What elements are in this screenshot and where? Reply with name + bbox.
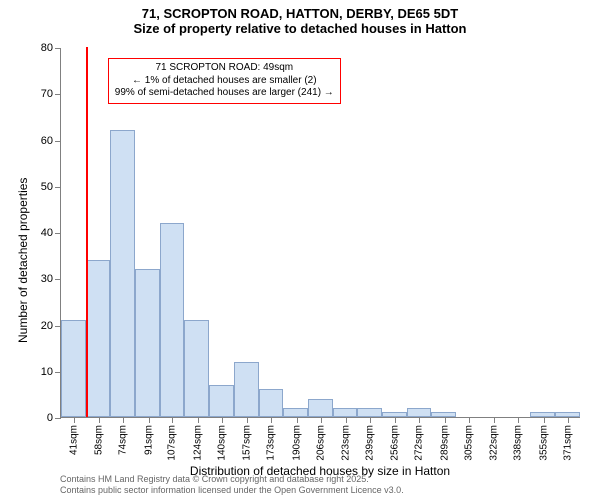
histogram-bar: [407, 408, 432, 417]
y-tick: [55, 141, 61, 142]
x-tick: [395, 417, 396, 423]
x-tick-label: 338sqm: [513, 425, 524, 461]
y-tick-label: 20: [41, 320, 53, 332]
histogram-bar: [382, 412, 407, 417]
y-tick-label: 50: [41, 181, 53, 193]
x-tick: [198, 417, 199, 423]
histogram-bar: [555, 412, 580, 417]
x-tick-label: 239sqm: [365, 425, 376, 461]
x-tick-label: 157sqm: [242, 425, 253, 461]
histogram-bar: [234, 362, 259, 418]
x-tick: [370, 417, 371, 423]
histogram-bar: [259, 389, 284, 417]
histogram-bar: [333, 408, 358, 417]
x-tick-label: 41sqm: [68, 425, 79, 455]
x-tick-label: 305sqm: [463, 425, 474, 461]
histogram-bar: [184, 320, 209, 417]
x-tick: [518, 417, 519, 423]
x-tick-label: 256sqm: [390, 425, 401, 461]
x-tick: [247, 417, 248, 423]
x-tick-label: 190sqm: [291, 425, 302, 461]
x-tick: [172, 417, 173, 423]
histogram-bar: [61, 320, 86, 417]
histogram-bar: [110, 130, 135, 417]
x-tick-label: 223sqm: [341, 425, 352, 461]
x-tick-label: 74sqm: [118, 425, 129, 455]
histogram-bar: [357, 408, 382, 417]
y-tick: [55, 48, 61, 49]
x-tick-label: 272sqm: [414, 425, 425, 461]
x-tick-label: 289sqm: [439, 425, 450, 461]
x-tick: [568, 417, 569, 423]
info-box-line: 71 SCROPTON ROAD: 49sqm: [115, 62, 334, 75]
y-tick: [55, 187, 61, 188]
plot-area: 0102030405060708041sqm58sqm74sqm91sqm107…: [60, 48, 580, 418]
x-tick-label: 371sqm: [562, 425, 573, 461]
x-tick: [222, 417, 223, 423]
y-tick-label: 0: [47, 412, 53, 424]
x-tick-label: 206sqm: [315, 425, 326, 461]
chart-container: 71, SCROPTON ROAD, HATTON, DERBY, DE65 5…: [0, 0, 600, 500]
info-box-line: ← 1% of detached houses are smaller (2): [115, 75, 334, 88]
x-tick-label: 173sqm: [266, 425, 277, 461]
y-tick: [55, 418, 61, 419]
y-tick-label: 10: [41, 366, 53, 378]
chart-title: 71, SCROPTON ROAD, HATTON, DERBY, DE65 5…: [0, 6, 600, 36]
y-tick-label: 60: [41, 135, 53, 147]
attribution-line-2: Contains public sector information licen…: [60, 485, 404, 496]
x-tick: [271, 417, 272, 423]
info-box-line: 99% of semi-detached houses are larger (…: [115, 87, 334, 100]
x-tick: [469, 417, 470, 423]
attribution: Contains HM Land Registry data © Crown c…: [60, 474, 404, 496]
y-tick: [55, 279, 61, 280]
x-tick-label: 124sqm: [192, 425, 203, 461]
y-tick: [55, 94, 61, 95]
histogram-bar: [135, 269, 160, 417]
x-tick-label: 140sqm: [216, 425, 227, 461]
x-tick: [99, 417, 100, 423]
x-tick: [321, 417, 322, 423]
x-tick: [123, 417, 124, 423]
histogram-bar: [160, 223, 185, 417]
histogram-bar: [283, 408, 308, 417]
x-tick: [494, 417, 495, 423]
x-tick: [74, 417, 75, 423]
x-tick-label: 355sqm: [538, 425, 549, 461]
x-tick-label: 58sqm: [94, 425, 105, 455]
y-axis-title: Number of detached properties: [16, 178, 30, 343]
histogram-bar: [308, 399, 333, 418]
x-tick: [544, 417, 545, 423]
x-tick: [445, 417, 446, 423]
title-line-1: 71, SCROPTON ROAD, HATTON, DERBY, DE65 5…: [0, 6, 600, 21]
histogram-bar: [209, 385, 234, 417]
histogram-bar: [431, 412, 456, 417]
x-tick: [419, 417, 420, 423]
y-tick: [55, 233, 61, 234]
histogram-bar: [530, 412, 555, 417]
y-tick-label: 80: [41, 42, 53, 54]
title-line-2: Size of property relative to detached ho…: [0, 21, 600, 36]
x-tick-label: 107sqm: [167, 425, 178, 461]
x-tick: [346, 417, 347, 423]
x-tick-label: 91sqm: [143, 425, 154, 455]
y-tick-label: 70: [41, 88, 53, 100]
x-tick: [149, 417, 150, 423]
subject-marker-line: [86, 47, 88, 417]
info-box: 71 SCROPTON ROAD: 49sqm← 1% of detached …: [108, 58, 341, 104]
x-tick: [297, 417, 298, 423]
attribution-line-1: Contains HM Land Registry data © Crown c…: [60, 474, 404, 485]
y-tick-label: 40: [41, 227, 53, 239]
y-tick-label: 30: [41, 273, 53, 285]
histogram-bar: [86, 260, 111, 417]
x-tick-label: 322sqm: [489, 425, 500, 461]
